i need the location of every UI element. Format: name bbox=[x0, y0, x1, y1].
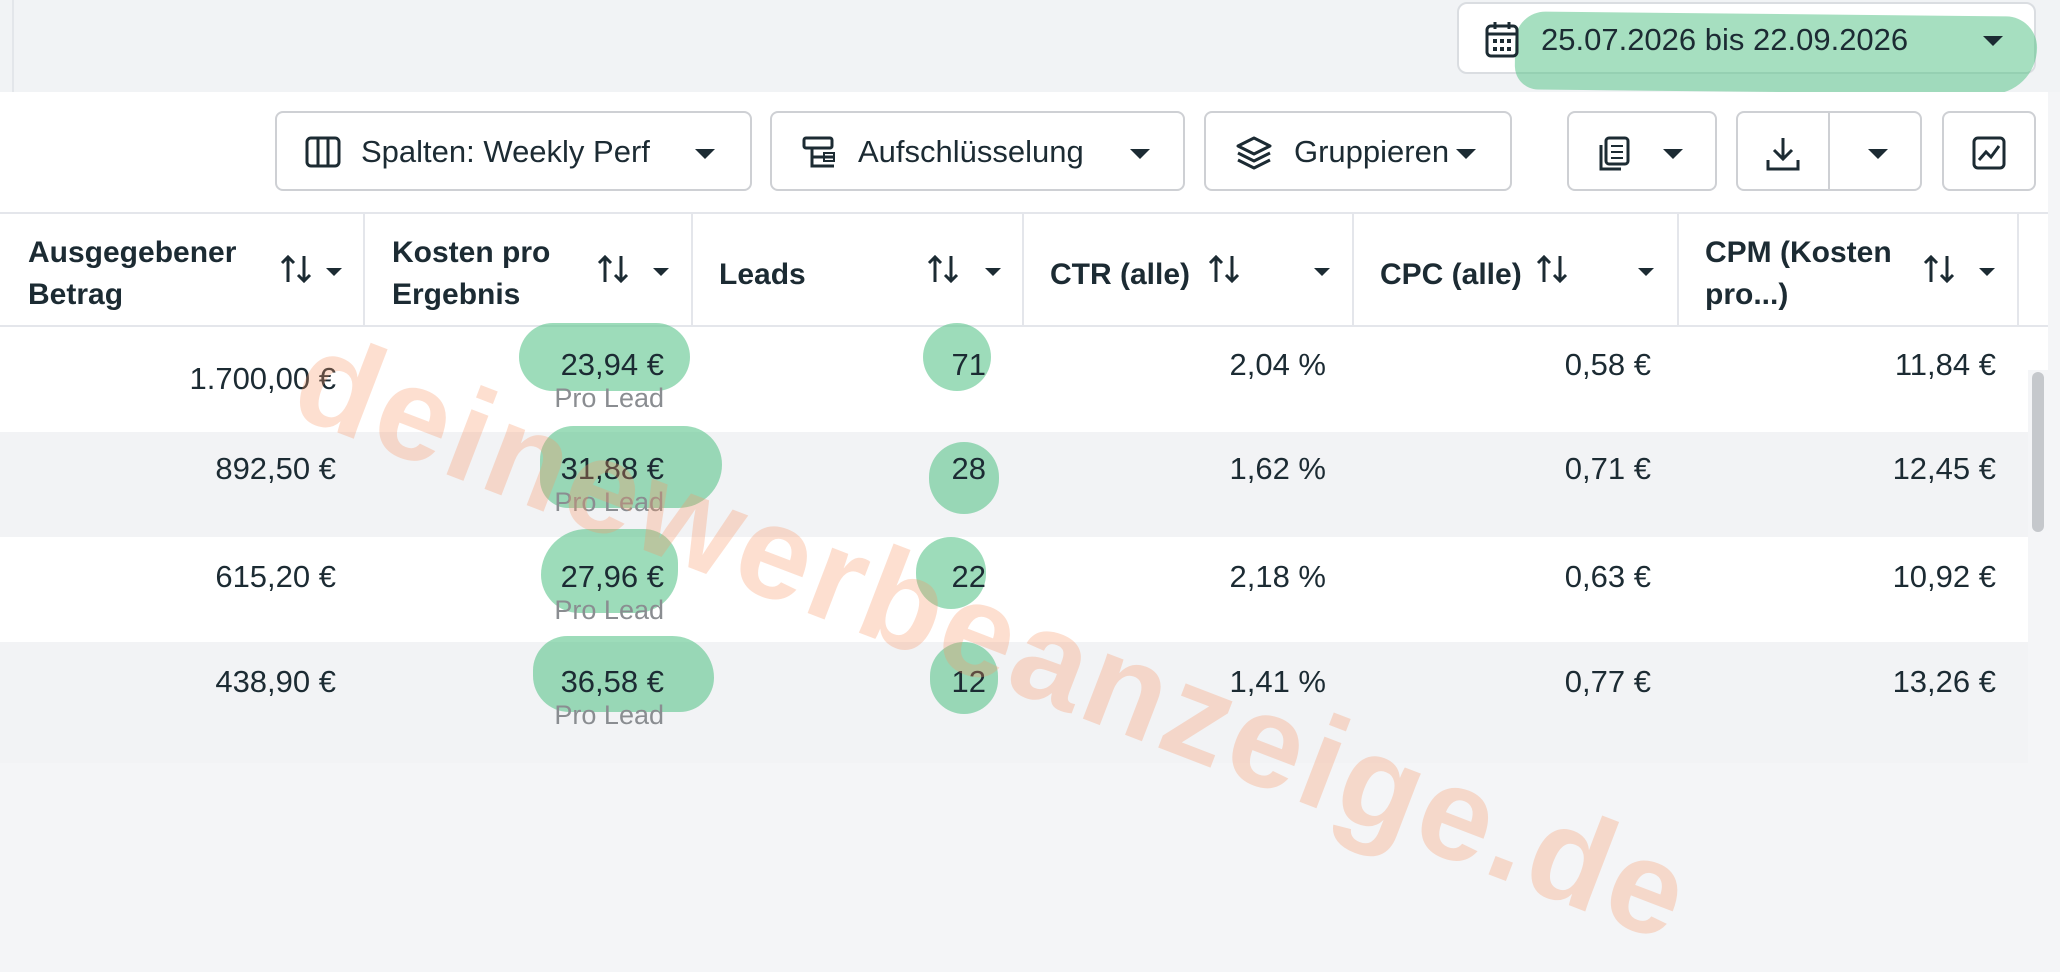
scrollbar-thumb[interactable] bbox=[2032, 372, 2044, 532]
result-type-label: Pro Lead bbox=[554, 595, 664, 625]
group-label: Gruppieren bbox=[1294, 134, 1450, 169]
spend-cell: 615,20 € bbox=[215, 559, 336, 594]
leads-cell: 71 bbox=[951, 347, 986, 382]
ctr-cell: 2,18 % bbox=[1229, 559, 1326, 594]
caret-down-icon bbox=[1456, 149, 1476, 159]
highlight-marker bbox=[540, 426, 722, 508]
leads-cell: 28 bbox=[951, 451, 986, 486]
divider bbox=[12, 0, 14, 92]
cost-per-result-cell: 36,58 € bbox=[560, 664, 664, 699]
highlight-marker bbox=[930, 642, 998, 714]
highlight-marker bbox=[541, 529, 678, 613]
ctr-cell: 2,04 % bbox=[1229, 347, 1326, 382]
results-table: Ausgegebener Betrag Kosten pro Ergebnis … bbox=[0, 212, 2048, 763]
spend-cell: 892,50 € bbox=[215, 451, 336, 486]
table-row[interactable]: 615,20 € 27,96 € Pro Lead 22 2,18 % 0,63… bbox=[0, 529, 2032, 642]
export-button[interactable] bbox=[1736, 111, 1922, 191]
ctr-cell: 1,62 % bbox=[1229, 451, 1326, 486]
copy-button[interactable] bbox=[1567, 111, 1717, 191]
leads-cell: 22 bbox=[951, 559, 986, 594]
sort-icon[interactable] bbox=[927, 254, 959, 284]
calendar-icon bbox=[1485, 22, 1519, 58]
breakdown-button[interactable]: Aufschlüsselung bbox=[770, 111, 1185, 191]
sort-icon[interactable] bbox=[1536, 254, 1568, 284]
spend-cell: 438,90 € bbox=[215, 664, 336, 699]
divider bbox=[1828, 113, 1830, 189]
column-header-cost-per-result[interactable]: Kosten pro Ergebnis bbox=[365, 214, 693, 327]
table-header: Ausgegebener Betrag Kosten pro Ergebnis … bbox=[0, 212, 2048, 327]
date-range-picker[interactable]: 25.07.2026 bis 22.09.2026 bbox=[1457, 2, 2038, 95]
spend-cell: 1.700,00 € bbox=[189, 361, 336, 396]
top-bar: 25.07.2026 bis 22.09.2026 bbox=[0, 0, 2060, 95]
column-header-leads[interactable]: Leads bbox=[693, 214, 1024, 327]
ctr-cell: 1,41 % bbox=[1229, 664, 1326, 699]
caret-down-icon[interactable] bbox=[324, 266, 344, 278]
table-row[interactable]: 892,50 € 31,88 € Pro Lead 28 1,62 % 0,71… bbox=[0, 426, 2032, 537]
caret-down-icon bbox=[1663, 149, 1683, 159]
cost-per-result-cell: 23,94 € bbox=[560, 347, 664, 382]
download-icon bbox=[1766, 138, 1800, 171]
table-row[interactable]: 1.700,00 € 23,94 € Pro Lead 71 2,04 % 0,… bbox=[0, 323, 2032, 432]
caret-down-icon[interactable] bbox=[651, 266, 671, 278]
cpm-cell: 11,84 € bbox=[1894, 347, 1996, 382]
sort-icon[interactable] bbox=[1923, 254, 1955, 284]
caret-down-icon[interactable] bbox=[1312, 266, 1332, 278]
charts-button[interactable] bbox=[1942, 111, 2036, 191]
sort-icon[interactable] bbox=[280, 254, 312, 284]
copy-icon bbox=[1599, 136, 1630, 171]
date-range-label: 25.07.2026 bis 22.09.2026 bbox=[1541, 22, 1909, 57]
breakdown-label: Aufschlüsselung bbox=[858, 134, 1084, 169]
cpc-cell: 0,77 € bbox=[1564, 664, 1651, 699]
result-type-label: Pro Lead bbox=[554, 700, 664, 730]
cost-per-result-cell: 31,88 € bbox=[560, 451, 664, 486]
cpc-cell: 0,71 € bbox=[1564, 451, 1651, 486]
highlight-marker bbox=[519, 323, 690, 391]
caret-down-icon[interactable] bbox=[1636, 266, 1656, 278]
columns-icon bbox=[305, 136, 341, 168]
caret-down-icon bbox=[695, 149, 715, 159]
highlight-marker bbox=[533, 636, 714, 712]
column-header-cpc[interactable]: CPC (alle) bbox=[1354, 214, 1679, 327]
cost-per-result-cell: 27,96 € bbox=[560, 559, 664, 594]
cpm-cell: 13,26 € bbox=[1892, 664, 1996, 699]
caret-down-icon[interactable] bbox=[1866, 147, 1890, 161]
column-header-cpm[interactable]: CPM (Kosten pro...) bbox=[1679, 214, 2019, 327]
highlight-marker bbox=[929, 442, 999, 514]
caret-down-icon bbox=[1130, 149, 1150, 159]
leads-cell: 12 bbox=[951, 664, 986, 699]
highlight-marker bbox=[923, 323, 991, 391]
chart-icon bbox=[1972, 136, 2006, 170]
caret-down-icon[interactable] bbox=[983, 266, 1003, 278]
cpc-cell: 0,63 € bbox=[1564, 559, 1651, 594]
result-type-label: Pro Lead bbox=[554, 487, 664, 517]
result-type-label: Pro Lead bbox=[554, 383, 664, 413]
caret-down-icon bbox=[1983, 36, 2003, 46]
sort-icon[interactable] bbox=[1208, 254, 1240, 284]
layers-icon bbox=[1236, 136, 1272, 170]
column-header-ctr[interactable]: CTR (alle) bbox=[1024, 214, 1354, 327]
breakdown-icon bbox=[802, 136, 835, 168]
column-header-spend[interactable]: Ausgegebener Betrag bbox=[0, 214, 365, 327]
caret-down-icon[interactable] bbox=[1977, 266, 1997, 278]
cpc-cell: 0,58 € bbox=[1564, 347, 1651, 382]
columns-label: Spalten: Weekly Perf bbox=[361, 134, 650, 169]
highlight-marker bbox=[916, 537, 986, 609]
cpm-cell: 10,92 € bbox=[1892, 559, 1996, 594]
sort-icon[interactable] bbox=[597, 254, 629, 284]
columns-button[interactable]: Spalten: Weekly Perf bbox=[275, 111, 752, 191]
group-button[interactable]: Gruppieren bbox=[1204, 111, 1512, 191]
table-row[interactable]: 438,90 € 36,58 € Pro Lead 12 1,41 % 0,77… bbox=[0, 636, 2032, 763]
cpm-cell: 12,45 € bbox=[1892, 451, 1996, 486]
